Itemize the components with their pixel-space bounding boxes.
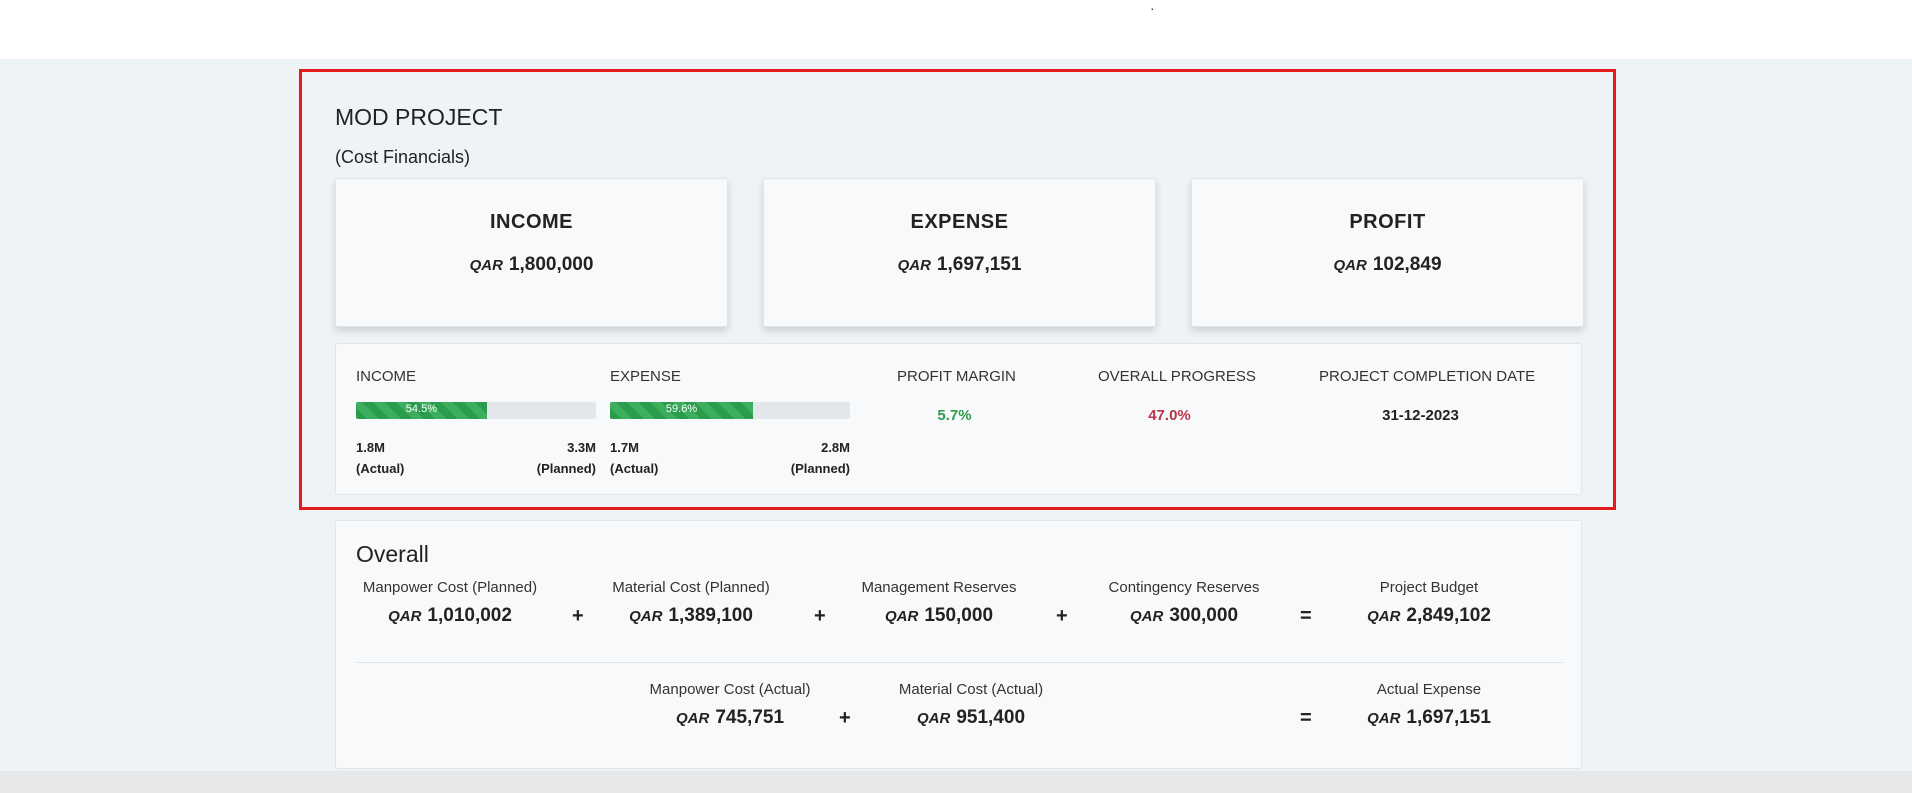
actual-expense-value: 1,697,151 — [1406, 707, 1491, 728]
material-planned-value: 1,389,100 — [668, 605, 753, 626]
actual-expense-cell: Actual Expense QAR 1,697,151 — [1319, 681, 1539, 729]
currency-label: QAR — [1367, 710, 1401, 727]
income-progress-bar: 54.5% — [356, 402, 596, 419]
income-actual: 1.8M (Actual) — [356, 437, 404, 479]
management-reserves-cell: Management Reserves QAR 150,000 — [829, 579, 1049, 627]
plus-operator: + — [814, 605, 826, 627]
management-reserves-value: 150,000 — [924, 605, 994, 626]
manpower-actual-value: 745,751 — [715, 707, 785, 728]
overall-panel: Overall Manpower Cost (Planned) QAR 1,010… — [335, 520, 1582, 769]
expense-card: EXPENSE QAR 1,697,151 — [763, 178, 1156, 327]
income-actual-caption: (Actual) — [356, 461, 405, 476]
financial-summary-panel: INCOME 54.5% 1.8M (Actual) 3.3M (Planned) … — [335, 343, 1582, 495]
manpower-actual-amount: QAR 745,751 — [620, 707, 840, 729]
profit-amount-value: 102,849 — [1372, 254, 1442, 275]
expense-progress-bar: 59.6% — [610, 402, 850, 419]
currency-label: QAR — [897, 257, 931, 274]
profit-card-title: PROFIT — [1349, 211, 1426, 233]
manpower-planned-label: Manpower Cost (Planned) — [362, 579, 538, 596]
management-reserves-amount: QAR 150,000 — [829, 605, 1049, 627]
manpower-actual-label: Manpower Cost (Actual) — [649, 681, 811, 698]
contingency-reserves-cell: Contingency Reserves QAR 300,000 — [1074, 579, 1294, 627]
currency-label: QAR — [675, 710, 710, 727]
overall-progress-label: OVERALL PROGRESS — [1098, 368, 1256, 385]
actual-expense-label: Actual Expense — [1376, 681, 1482, 698]
expense-actual-caption: (Actual) — [610, 461, 659, 476]
profit-card-amount: QAR 102,849 — [1192, 254, 1583, 276]
material-planned-cell: Material Cost (Planned) QAR 1,389,100 — [581, 579, 801, 627]
expense-actual: 1.7M (Actual) — [610, 437, 658, 479]
manpower-planned-cell: Manpower Cost (Planned) QAR 1,010,002 — [340, 579, 560, 627]
actual-expense-amount: QAR 1,697,151 — [1319, 707, 1539, 729]
plus-operator: + — [1056, 605, 1068, 627]
plus-operator: + — [572, 605, 584, 627]
income-amount-value: 1,800,000 — [508, 254, 594, 275]
material-actual-cell: Material Cost (Actual) QAR 951,400 — [861, 681, 1081, 729]
material-actual-label: Material Cost (Actual) — [898, 681, 1044, 698]
equals-operator: = — [1300, 605, 1312, 627]
material-actual-amount: QAR 951,400 — [861, 707, 1081, 729]
income-card: INCOME QAR 1,800,000 — [335, 178, 728, 327]
expense-progress-fill: 59.6% — [610, 402, 754, 419]
overall-divider — [356, 662, 1563, 663]
expense-planned: 2.8M (Planned) — [791, 437, 850, 479]
contingency-reserves-value: 300,000 — [1169, 605, 1239, 626]
income-planned-value: 3.3M — [567, 440, 596, 455]
contingency-reserves-label: Contingency Reserves — [1108, 579, 1260, 596]
profit-margin-value: 5.7% — [937, 407, 972, 424]
income-progress-fill: 54.5% — [356, 402, 487, 419]
currency-label: QAR — [1367, 608, 1401, 625]
completion-date-label: PROJECT COMPLETION DATE — [1319, 368, 1536, 385]
overall-title: Overall — [356, 541, 429, 567]
manpower-actual-cell: Manpower Cost (Actual) QAR 745,751 — [620, 681, 840, 729]
material-actual-value: 951,400 — [956, 707, 1026, 728]
bottom-scroll-band — [0, 771, 1912, 793]
currency-label: QAR — [916, 710, 951, 727]
income-planned-caption: (Planned) — [536, 461, 596, 476]
top-bar: · — [0, 0, 1912, 59]
expense-progress-label: 59.6% — [665, 403, 698, 415]
income-card-title: INCOME — [490, 211, 573, 233]
expense-planned-caption: (Planned) — [790, 461, 850, 476]
completion-date-value: 31-12-2023 — [1382, 407, 1459, 424]
contingency-reserves-amount: QAR 300,000 — [1074, 605, 1294, 627]
project-title: MOD PROJECT — [335, 104, 503, 130]
currency-label: QAR — [1333, 257, 1367, 274]
expense-amount-value: 1,697,151 — [936, 254, 1022, 275]
equals-operator: = — [1300, 707, 1312, 729]
material-planned-label: Material Cost (Planned) — [612, 579, 770, 596]
profit-margin-label: PROFIT MARGIN — [897, 368, 1016, 385]
currency-label: QAR — [388, 608, 422, 625]
material-planned-amount: QAR 1,389,100 — [581, 605, 801, 627]
currency-label: QAR — [469, 257, 503, 274]
highlight-box — [299, 69, 1616, 510]
income-actual-value: 1.8M — [356, 440, 385, 455]
income-progress-label: 54.5% — [405, 403, 437, 415]
expense-summary-label: EXPENSE — [610, 368, 681, 385]
project-budget-value: 2,849,102 — [1406, 605, 1491, 626]
currency-label: QAR — [1129, 608, 1164, 625]
expense-card-title: EXPENSE — [910, 211, 1009, 233]
management-reserves-label: Management Reserves — [861, 579, 1017, 596]
plus-operator: + — [839, 707, 851, 729]
income-summary-label: INCOME — [356, 368, 416, 385]
income-planned: 3.3M (Planned) — [537, 437, 596, 479]
project-budget-label: Project Budget — [1379, 579, 1479, 596]
expense-card-amount: QAR 1,697,151 — [764, 254, 1155, 276]
currency-label: QAR — [629, 608, 663, 625]
project-subtitle: (Cost Financials) — [335, 147, 471, 167]
manpower-planned-amount: QAR 1,010,002 — [340, 605, 560, 627]
top-dot: · — [1150, 0, 1155, 16]
overall-progress-value: 47.0% — [1148, 407, 1191, 424]
profit-card: PROFIT QAR 102,849 — [1191, 178, 1584, 327]
expense-planned-value: 2.8M — [821, 440, 850, 455]
currency-label: QAR — [884, 608, 919, 625]
manpower-planned-value: 1,010,002 — [427, 605, 512, 626]
project-budget-amount: QAR 2,849,102 — [1319, 605, 1539, 627]
expense-actual-value: 1.7M — [610, 440, 639, 455]
income-card-amount: QAR 1,800,000 — [336, 254, 727, 276]
project-budget-cell: Project Budget QAR 2,849,102 — [1319, 579, 1539, 627]
